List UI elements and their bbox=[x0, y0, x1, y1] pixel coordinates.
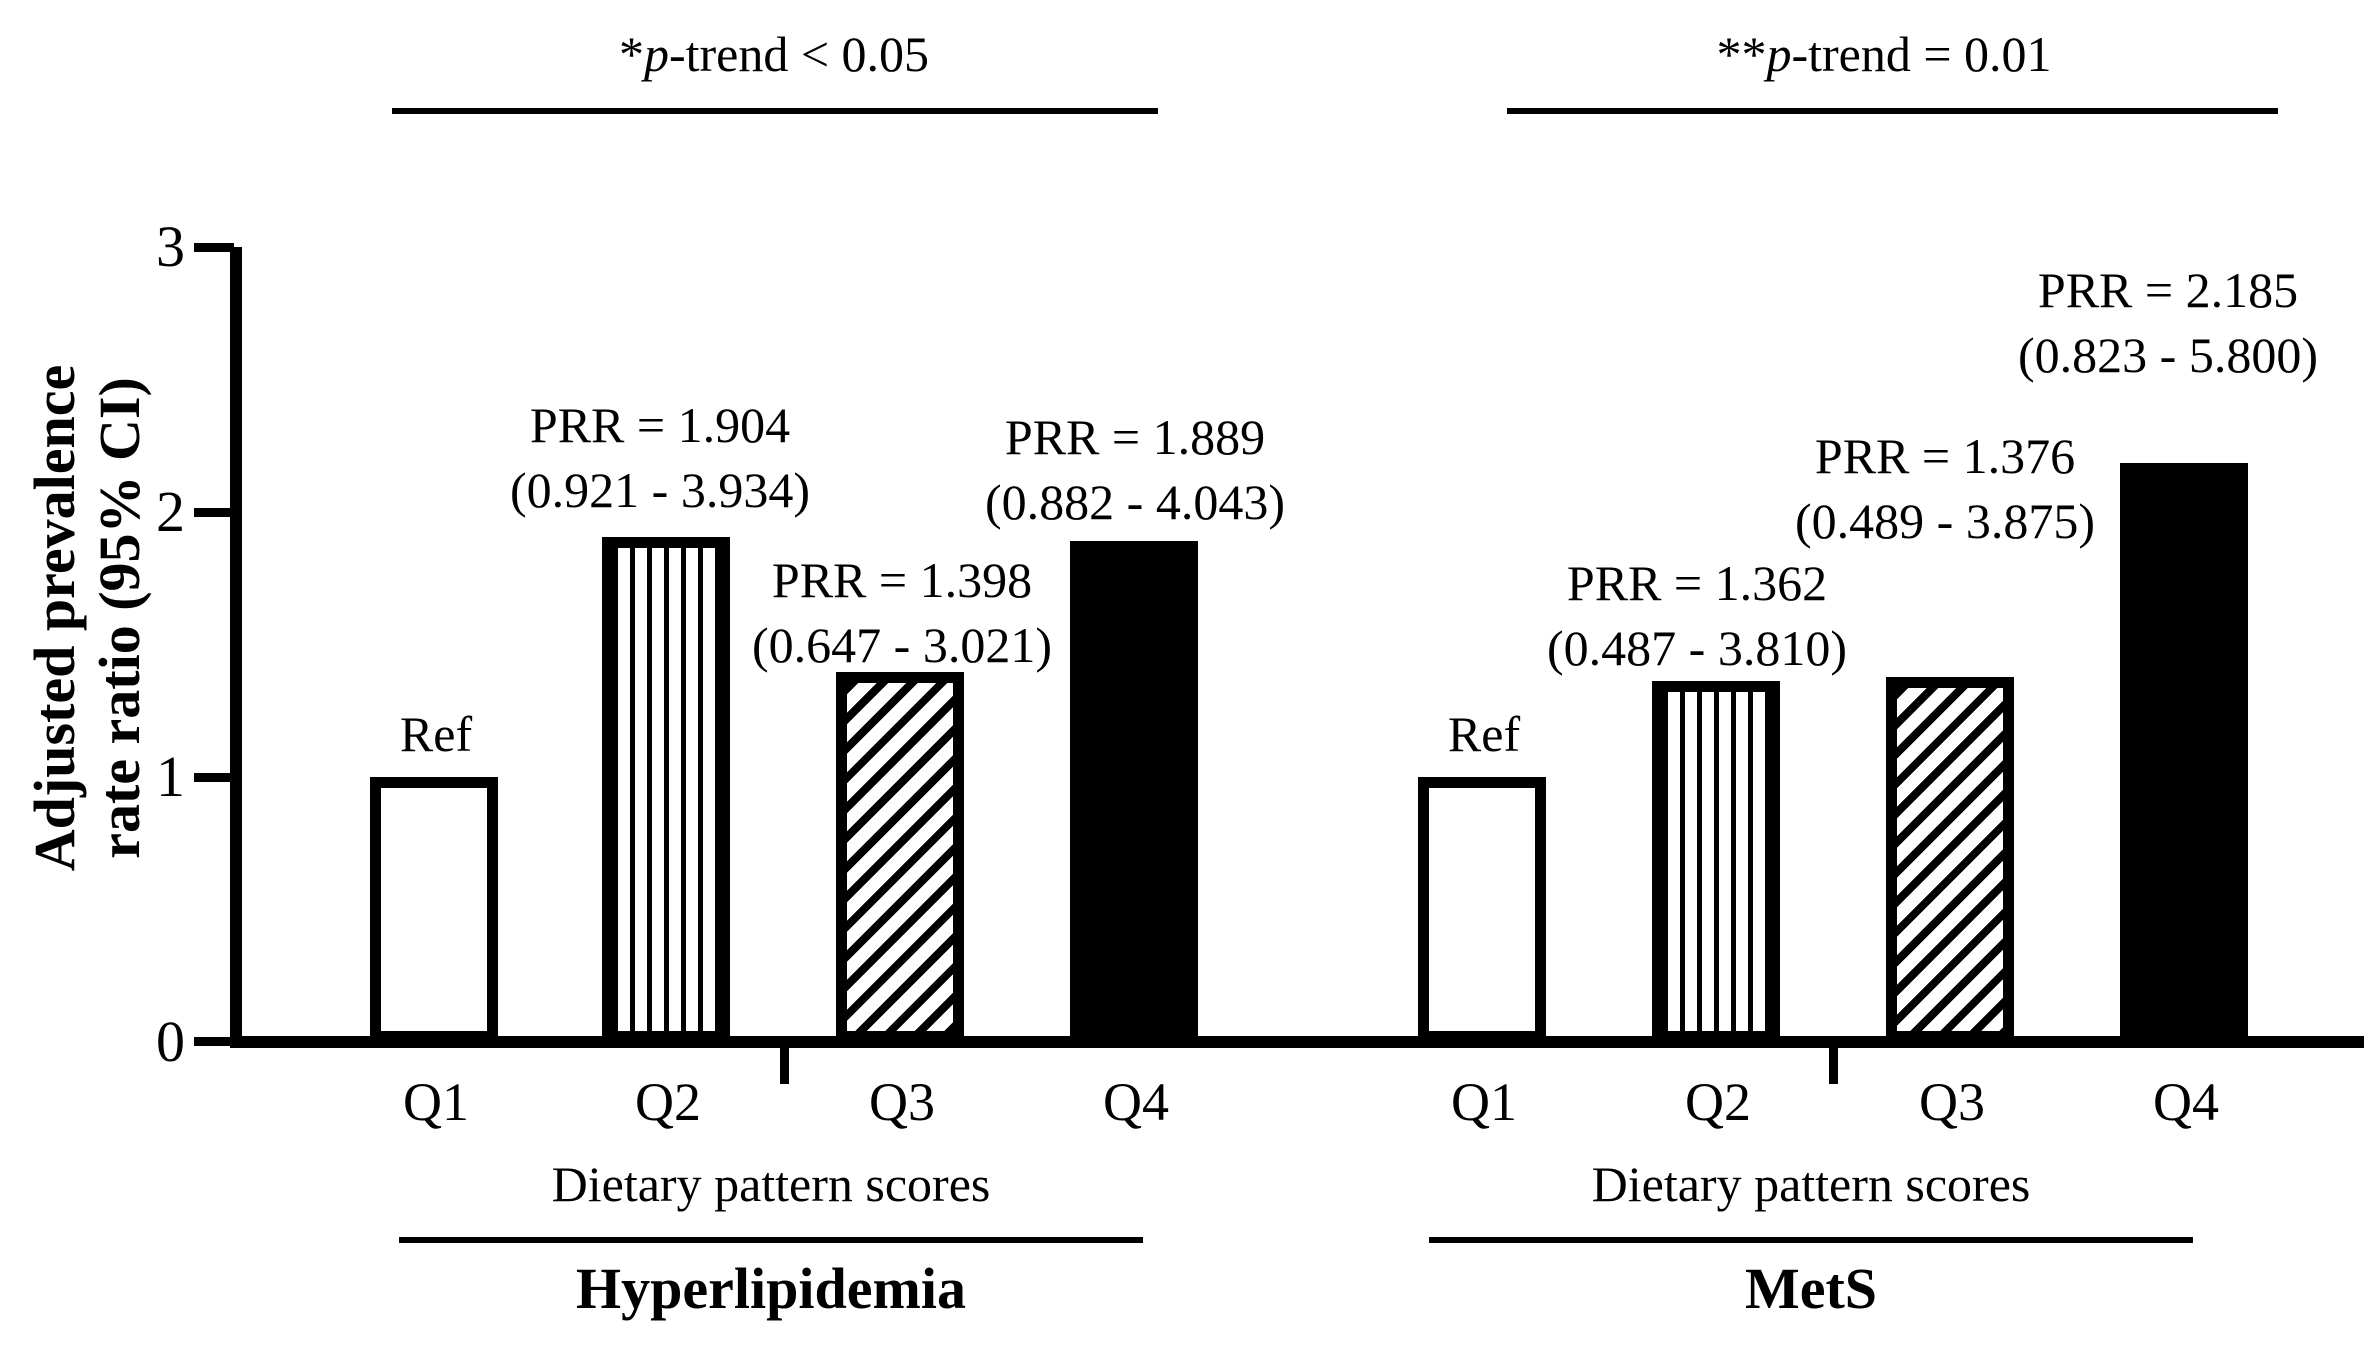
y-tick-label-0: 0 bbox=[156, 1009, 185, 1074]
y-tick-3 bbox=[194, 243, 234, 252]
group-underline-hyperlipidemia bbox=[399, 1237, 1143, 1243]
prr-value-text: PRR = 1.362 bbox=[1566, 555, 1828, 611]
p-trend-rest: -trend < 0.05 bbox=[668, 26, 930, 82]
p-trend-annotation-right: **p-trend = 0.01 bbox=[1716, 24, 2051, 84]
bar-hyperlipidemia-q4 bbox=[1070, 541, 1198, 1042]
prr-label-mets-q2: PRR = 1.362 (0.487 - 3.810) bbox=[1547, 551, 1847, 681]
prr-value-text: PRR = 1.398 bbox=[771, 552, 1033, 608]
prr-value-text: PRR = 1.376 bbox=[1814, 428, 2076, 484]
p-trend-p-italic: p bbox=[643, 26, 669, 82]
bar-mets-q4 bbox=[2120, 462, 2248, 1042]
prr-ci-text: (0.921 - 3.934) bbox=[510, 462, 810, 518]
group-underline-mets bbox=[1429, 1237, 2193, 1243]
x-axis-title-hyperlipidemia: Dietary pattern scores bbox=[551, 1156, 991, 1212]
p-trend-annotation-left: *p-trend < 0.05 bbox=[619, 24, 929, 84]
ref-label-hyperlipidemia-q1: Ref bbox=[399, 706, 473, 762]
y-tick-label-3: 3 bbox=[156, 214, 185, 279]
x-axis-line bbox=[230, 1036, 2364, 1048]
x-label-mets-q4: Q4 bbox=[2153, 1072, 2219, 1132]
group-title-mets: MetS bbox=[1744, 1256, 1878, 1321]
x-label-mets-q2: Q2 bbox=[1685, 1072, 1751, 1132]
prr-ci-text: (0.647 - 3.021) bbox=[752, 617, 1052, 673]
group-title-hyperlipidemia: Hyperlipidemia bbox=[576, 1256, 966, 1321]
y-tick-label-1: 1 bbox=[156, 744, 185, 809]
bar-slot-hyperlipidemia-q3 bbox=[836, 247, 964, 1042]
y-axis-line bbox=[230, 247, 242, 1048]
bar-mets-q1 bbox=[1418, 777, 1546, 1042]
x-axis-title-mets: Dietary pattern scores bbox=[1591, 1156, 2031, 1212]
x-label-hyperlipidemia-q2: Q2 bbox=[635, 1072, 701, 1132]
ref-label-mets-q1: Ref bbox=[1447, 706, 1521, 762]
prr-value-text: PRR = 1.889 bbox=[1004, 409, 1266, 465]
y-tick-1 bbox=[194, 773, 234, 782]
prr-label-hyperlipidemia-q3: PRR = 1.398 (0.647 - 3.021) bbox=[752, 548, 1052, 678]
p-trend-stars: * bbox=[618, 26, 644, 82]
x-axis-group-tick-hyperlipidemia bbox=[780, 1048, 789, 1084]
plot-area bbox=[0, 247, 2372, 1042]
x-label-mets-q3: Q3 bbox=[1919, 1072, 1985, 1132]
p-trend-rest: -trend = 0.01 bbox=[1791, 26, 2052, 82]
bar-hyperlipidemia-q3 bbox=[836, 671, 964, 1042]
bar-slot-mets-q2 bbox=[1652, 247, 1780, 1042]
bar-hyperlipidemia-q2 bbox=[602, 537, 730, 1042]
y-tick-0 bbox=[194, 1037, 234, 1046]
bar-slot-mets-q3 bbox=[1886, 247, 2014, 1042]
y-tick-label-2: 2 bbox=[156, 479, 185, 544]
x-label-hyperlipidemia-q4: Q4 bbox=[1103, 1072, 1169, 1132]
p-trend-stars: ** bbox=[1716, 26, 1767, 82]
y-tick-2 bbox=[194, 508, 234, 517]
bar-mets-q2 bbox=[1652, 681, 1780, 1042]
p-trend-bracket-line-left bbox=[392, 108, 1158, 114]
p-trend-bracket-line-right bbox=[1507, 108, 2278, 114]
prr-ci-text: (0.882 - 4.043) bbox=[985, 474, 1285, 530]
bar-slot-mets-q4 bbox=[2120, 247, 2248, 1042]
prr-ci-text: (0.489 - 3.875) bbox=[1795, 493, 2095, 549]
prr-value-text: PRR = 1.904 bbox=[529, 397, 791, 453]
bar-slot-mets-q1 bbox=[1418, 247, 1546, 1042]
p-trend-p-italic: p bbox=[1766, 26, 1792, 82]
bar-slot-hyperlipidemia-q1 bbox=[370, 247, 498, 1042]
x-label-mets-q1: Q1 bbox=[1451, 1072, 1517, 1132]
prr-label-mets-q4: PRR = 2.185 (0.823 - 5.800) bbox=[2018, 258, 2318, 388]
bar-slot-hyperlipidemia-q2 bbox=[602, 247, 730, 1042]
bar-mets-q3 bbox=[1886, 677, 2014, 1042]
x-axis-group-tick-mets bbox=[1829, 1048, 1838, 1084]
x-label-hyperlipidemia-q3: Q3 bbox=[869, 1072, 935, 1132]
prr-label-mets-q3: PRR = 1.376 (0.489 - 3.875) bbox=[1795, 424, 2095, 554]
prr-ci-text: (0.487 - 3.810) bbox=[1547, 620, 1847, 676]
prr-label-hyperlipidemia-q2: PRR = 1.904 (0.921 - 3.934) bbox=[510, 393, 810, 523]
x-label-hyperlipidemia-q1: Q1 bbox=[403, 1072, 469, 1132]
prr-ci-text: (0.823 - 5.800) bbox=[2018, 327, 2318, 383]
bar-slot-hyperlipidemia-q4 bbox=[1070, 247, 1198, 1042]
prr-label-hyperlipidemia-q4: PRR = 1.889 (0.882 - 4.043) bbox=[985, 405, 1285, 535]
bar-hyperlipidemia-q1 bbox=[370, 777, 498, 1042]
prr-value-text: PRR = 2.185 bbox=[2037, 262, 2299, 318]
